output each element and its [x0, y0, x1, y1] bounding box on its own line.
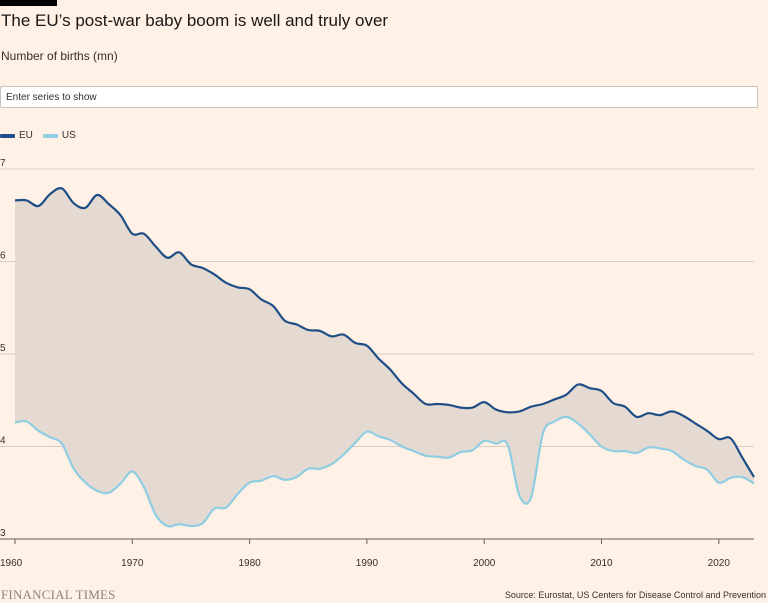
- legend-label-eu: EU: [19, 130, 33, 141]
- x-tick-label-1980: 1980: [238, 558, 261, 569]
- ft-logo: FINANCIAL TIMES: [1, 587, 116, 602]
- y-tick-label-3: 3: [0, 528, 6, 539]
- x-tick-label-1990: 1990: [356, 558, 379, 569]
- y-tick-label-4: 4: [0, 436, 6, 447]
- y-tick-label-6: 6: [0, 251, 6, 262]
- series-search-input[interactable]: [0, 86, 758, 108]
- legend: EU US: [0, 130, 86, 141]
- y-tick-label-7: 7: [0, 158, 6, 169]
- series-line-eu: [14, 186, 755, 478]
- x-tick-label-1970: 1970: [121, 558, 144, 569]
- series-line-us: [14, 415, 755, 528]
- source-note: Source: Eurostat, US Centers for Disease…: [504, 590, 766, 600]
- legend-item-eu[interactable]: EU: [0, 130, 33, 141]
- ft-top-bar: [0, 0, 57, 6]
- shaded-gap-area: [15, 188, 754, 527]
- legend-swatch-eu: [0, 133, 15, 138]
- legend-swatch-us: [42, 133, 58, 138]
- legend-item-us[interactable]: US: [42, 130, 76, 141]
- x-tick-label-2010: 2010: [590, 558, 613, 569]
- chart-subtitle: Number of births (mn): [1, 49, 118, 63]
- x-tick-label-1960: 1960: [0, 558, 23, 569]
- chart-title: The EU’s post-war baby boom is well and …: [1, 11, 389, 30]
- x-tick-label-2000: 2000: [473, 558, 496, 569]
- legend-label-us: US: [61, 130, 76, 141]
- x-tick-label-2020: 2020: [708, 558, 731, 569]
- y-tick-label-5: 5: [0, 343, 6, 354]
